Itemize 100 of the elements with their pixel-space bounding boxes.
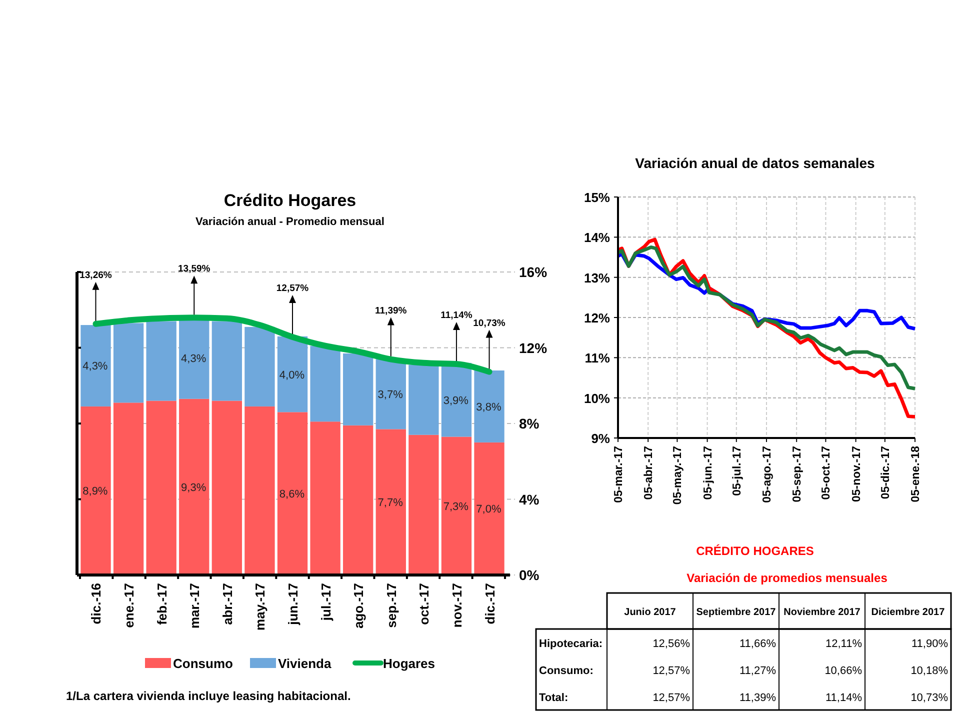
bar (376, 429, 406, 575)
chart-subtitle: Variación anual - Promedio mensual (196, 216, 384, 228)
data-label: 7,0% (476, 504, 502, 516)
chart-title: Variación anual de datos semanales (635, 155, 876, 171)
y-tick-label: 11% (584, 350, 610, 366)
x-tick-label: 05-dic.-17 (880, 446, 892, 500)
bar (146, 321, 176, 401)
data-label: 11,39% (375, 305, 408, 316)
text: 10,73% (910, 692, 948, 704)
data-label: 7,7% (378, 497, 404, 510)
data-label: 4,0% (279, 369, 305, 382)
category-label: Hipotecaria: (539, 638, 603, 650)
data-label: 8,9% (82, 486, 108, 498)
y-tick-label: 8% (519, 416, 540, 432)
category-label: Consumo: (539, 665, 594, 677)
x-tick-label: 05-jul.-17 (731, 446, 744, 496)
y-tick-label: 12% (519, 340, 548, 356)
bar (277, 412, 308, 575)
category-label: Septiembre 2017 (696, 607, 776, 618)
y-tick-label: 14% (584, 230, 610, 246)
y-tick-label: 16% (519, 264, 548, 280)
x-tick-label: 05-nov.-17 (850, 446, 863, 502)
text: 11,66% (740, 638, 776, 650)
x-tick-label: dic.-16 (88, 583, 104, 624)
text: Variación de promedios mensuales (686, 571, 888, 585)
bar (244, 326, 275, 406)
x-tick-label: 05-oct.-17 (820, 446, 833, 500)
bar (212, 400, 242, 575)
text: 10,18% (910, 665, 948, 677)
bar (212, 321, 242, 401)
line-series (616, 245, 917, 390)
data-label: 7,3% (443, 500, 469, 513)
x-tick-label: 05-may.-17 (672, 446, 684, 505)
bar (310, 422, 340, 575)
bar (474, 370, 504, 442)
x-tick-label: nov.-17 (449, 583, 464, 628)
x-tick-label: abr.-17 (220, 583, 235, 625)
x-tick-label: 05-abr.-17 (643, 446, 656, 500)
bar (244, 406, 275, 575)
legend-label: Hogares (383, 656, 436, 671)
bar (343, 425, 374, 575)
x-tick-label: dic.-17 (482, 583, 498, 624)
text: 12,56% (652, 638, 690, 650)
bar (113, 402, 144, 575)
x-tick-label: jun.-17 (286, 583, 300, 626)
x-tick-label: mar.-17 (187, 583, 202, 629)
bar (80, 325, 111, 406)
y-tick-label: 12% (584, 310, 610, 326)
bar (474, 442, 504, 575)
data-label: 12,57% (276, 282, 310, 294)
legend-label: Consumo (173, 656, 233, 671)
x-tick-label: ene.-17 (122, 583, 137, 628)
x-tick-label: 05-mar.-17 (613, 446, 625, 503)
category-label: Diciembre 2017 (871, 607, 946, 618)
bar (80, 406, 111, 575)
bar (441, 436, 472, 575)
text: 1/La cartera vivienda incluye leasing habitacional. (66, 689, 351, 703)
data-label: 10,73% (473, 318, 506, 329)
x-tick-label: may.-17 (252, 583, 268, 630)
x-tick-label: ago.-17 (351, 583, 366, 629)
category-label: Noviembre 2017 (784, 607, 861, 618)
text: 11,27% (740, 665, 776, 677)
text: 10,66% (824, 665, 862, 677)
text: 12,11% (826, 638, 862, 650)
bar (310, 346, 340, 422)
category-label: Junio 2017 (624, 607, 676, 618)
bar (179, 398, 210, 575)
chart-title: Crédito Hogares (224, 191, 356, 210)
bar (146, 400, 176, 575)
text: 11,90% (912, 638, 948, 650)
x-tick-label: oct.-17 (416, 583, 432, 625)
text: 12,57% (652, 692, 690, 704)
y-tick-label: 9% (591, 431, 610, 446)
data-label: 9,3% (181, 482, 206, 494)
bar (277, 336, 308, 412)
y-tick-label: 4% (519, 491, 540, 508)
y-tick-label: 0% (519, 567, 540, 583)
data-label: 8,6% (279, 488, 305, 501)
data-label: 4,3% (82, 360, 108, 373)
bar (113, 323, 144, 403)
bar (376, 359, 406, 430)
data-label: 3,8% (476, 401, 502, 414)
y-tick-label: 10% (584, 390, 610, 406)
data-label: 11,14% (440, 310, 473, 322)
x-tick-label: 05-sep.-17 (792, 446, 804, 502)
legend-label: Vivienda (278, 656, 332, 671)
x-tick-label: 05-jun.-17 (702, 446, 714, 500)
data-label: 13,59% (178, 264, 211, 275)
data-label: 13,26% (80, 270, 112, 281)
text: 11,14% (826, 692, 862, 704)
x-tick-label: sep.-17 (384, 583, 399, 628)
data-label: 3,9% (443, 394, 469, 407)
category-label: Total: (539, 692, 568, 704)
y-tick-label: 15% (584, 190, 610, 205)
text: 11,39% (740, 692, 776, 704)
bar (408, 434, 439, 575)
x-tick-label: jul.-17 (318, 583, 334, 622)
x-tick-label: 05-ene.-18 (910, 445, 922, 502)
bar (343, 353, 374, 426)
data-label: 3,7% (378, 389, 404, 402)
